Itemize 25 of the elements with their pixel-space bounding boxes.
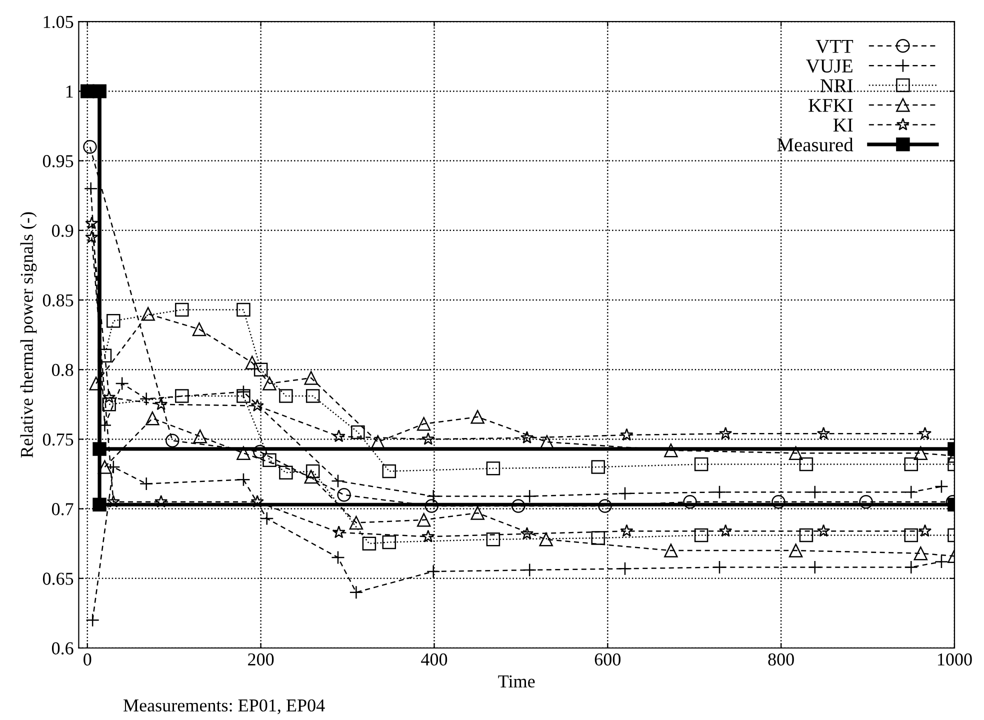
y-tick-label: 0.7: [52, 503, 74, 516]
y-tick-label: 1.05: [44, 16, 74, 28]
legend-label: VTT: [816, 40, 854, 54]
legend-label: KFKI: [808, 99, 853, 112]
x-axis-title: Time: [498, 675, 535, 688]
x-tick-label: 600: [594, 653, 620, 666]
legend-label: VUJE: [806, 60, 852, 73]
x-tick-label: 0: [84, 653, 92, 666]
x-tick-label: 1000: [938, 653, 972, 666]
y-tick-label: 0.6: [52, 642, 74, 655]
y-tick-label: 0.85: [42, 294, 74, 307]
y-tick-label: 0.8: [52, 364, 74, 376]
y-tick-label: 0.95: [42, 155, 74, 168]
y-tick-label: 0.75: [42, 433, 74, 446]
legend-label: KI: [833, 118, 853, 132]
x-tick-label: 400: [421, 653, 448, 666]
y-tick-label: 0.9: [52, 224, 74, 237]
legend-label: NRI: [820, 79, 853, 92]
text: Measurements: EP01, EP04: [124, 699, 325, 714]
y-tick-label: 0.65: [42, 572, 74, 585]
x-tick-label: 200: [248, 653, 274, 666]
legend-label: Measured: [777, 138, 854, 152]
x-tick-label: 800: [768, 653, 794, 666]
y-tick-label: 1: [66, 86, 73, 98]
y-axis-title: Relative thermal power signals (-): [20, 212, 37, 458]
